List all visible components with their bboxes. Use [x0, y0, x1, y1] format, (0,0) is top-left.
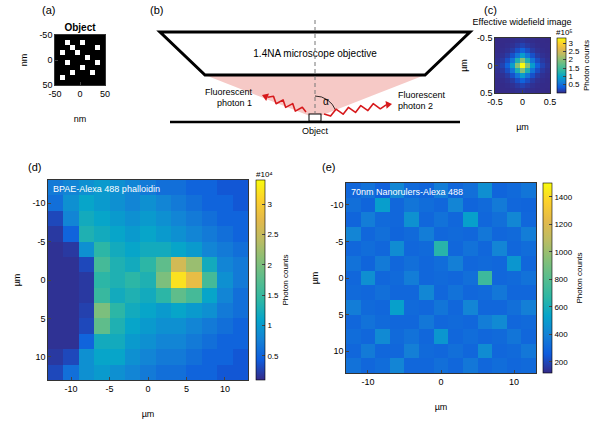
svg-text:-50: -50: [39, 30, 52, 40]
svg-text:-10: -10: [330, 200, 343, 210]
svg-text:#10⁵: #10⁵: [556, 28, 573, 37]
svg-text:400: 400: [554, 330, 568, 339]
svg-text:(b): (b): [150, 4, 163, 16]
svg-text:0: 0: [145, 384, 150, 394]
svg-text:µm: µm: [310, 272, 320, 285]
svg-text:Photon counts: Photon counts: [575, 252, 584, 303]
svg-text:Effective widefield image: Effective widefield image: [473, 17, 572, 27]
svg-text:1200: 1200: [554, 220, 572, 229]
svg-text:1000: 1000: [554, 248, 572, 257]
svg-text:1.4NA microscope objective: 1.4NA microscope objective: [253, 48, 377, 59]
svg-text:50: 50: [42, 80, 52, 90]
svg-text:-5: -5: [106, 384, 114, 394]
svg-text:0.5: 0.5: [568, 80, 580, 89]
svg-text:3: 3: [267, 200, 272, 209]
svg-text:Object: Object: [64, 22, 96, 33]
svg-text:(e): (e): [322, 161, 335, 173]
svg-text:-5: -5: [37, 237, 45, 247]
svg-text:1: 1: [568, 72, 573, 81]
svg-text:-10: -10: [361, 377, 374, 387]
svg-text:0: 0: [520, 97, 525, 107]
svg-text:µm: µm: [516, 122, 529, 132]
svg-text:0.5: 0.5: [544, 97, 557, 107]
svg-text:5: 5: [40, 314, 45, 324]
svg-text:-5: -5: [335, 237, 343, 247]
svg-text:2.5: 2.5: [267, 230, 279, 239]
svg-text:10: 10: [333, 346, 343, 356]
svg-text:2: 2: [267, 261, 272, 270]
svg-text:10: 10: [509, 377, 519, 387]
svg-text:5: 5: [184, 384, 189, 394]
svg-text:0: 0: [77, 89, 82, 99]
svg-text:3: 3: [568, 39, 573, 48]
svg-text:10: 10: [220, 384, 230, 394]
svg-text:-0.5: -0.5: [477, 33, 493, 43]
svg-text:0.5: 0.5: [267, 352, 279, 361]
svg-text:0: 0: [438, 377, 443, 387]
svg-text:µm: µm: [435, 402, 448, 412]
svg-text:-10: -10: [32, 198, 45, 208]
svg-text:0.5: 0.5: [480, 88, 493, 98]
svg-text:photon 2: photon 2: [398, 101, 433, 111]
svg-text:10: 10: [35, 352, 45, 362]
svg-text:Photon counts: Photon counts: [281, 254, 290, 305]
svg-text:BPAE-Alexa 488 phalloidin: BPAE-Alexa 488 phalloidin: [53, 184, 160, 194]
svg-text:1400: 1400: [554, 193, 572, 202]
svg-text:0: 0: [40, 275, 45, 285]
svg-text:#10⁴: #10⁴: [256, 170, 273, 179]
svg-text:2.5: 2.5: [568, 47, 580, 56]
svg-text:µm: µm: [12, 274, 22, 287]
svg-text:2: 2: [568, 55, 573, 64]
svg-text:Fluorescent: Fluorescent: [398, 90, 446, 100]
svg-text:200: 200: [554, 358, 568, 367]
svg-text:1.5: 1.5: [267, 291, 279, 300]
svg-text:photon 1: photon 1: [217, 98, 252, 108]
svg-text:-10: -10: [65, 384, 78, 394]
svg-text:5: 5: [338, 310, 343, 320]
svg-text:-0.5: -0.5: [487, 97, 503, 107]
svg-text:0: 0: [47, 55, 52, 65]
svg-text:µm: µm: [142, 409, 155, 419]
svg-text:(c): (c): [484, 4, 497, 16]
svg-text:1.5: 1.5: [568, 64, 580, 73]
svg-text:(d): (d): [28, 161, 41, 173]
svg-text:0: 0: [487, 61, 492, 71]
svg-text:600: 600: [554, 303, 568, 312]
svg-text:-50: -50: [48, 89, 61, 99]
svg-text:800: 800: [554, 275, 568, 284]
svg-text:1: 1: [267, 321, 272, 330]
svg-text:nm: nm: [19, 54, 29, 67]
svg-text:0: 0: [338, 273, 343, 283]
svg-text:nm: nm: [74, 114, 87, 124]
svg-text:Photon counts: Photon counts: [582, 40, 591, 91]
svg-text:µm: µm: [459, 59, 469, 72]
svg-text:70nm Nanorulers-Alexa 488: 70nm Nanorulers-Alexa 488: [351, 187, 463, 197]
svg-text:Object: Object: [302, 126, 329, 136]
svg-text:α: α: [323, 96, 329, 107]
svg-text:Fluorescent: Fluorescent: [205, 87, 253, 97]
svg-text:(a): (a): [42, 4, 55, 16]
svg-text:50: 50: [100, 89, 110, 99]
